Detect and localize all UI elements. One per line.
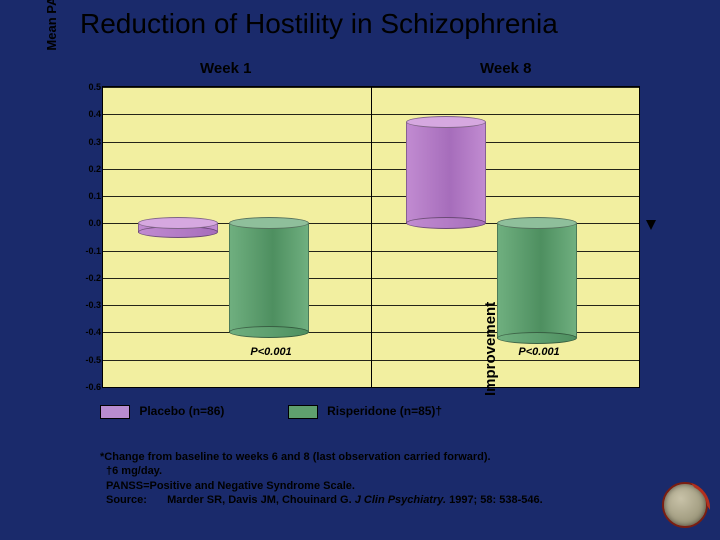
gridline [103, 169, 639, 170]
slide: Reduction of Hostility in Schizophrenia … [0, 0, 720, 540]
gridline [103, 387, 639, 388]
y-tick: 0.4 [83, 109, 101, 119]
p-value-2: P<0.001 [518, 346, 559, 358]
vertical-divider [371, 87, 372, 387]
p-value-1: P<0.001 [250, 346, 291, 358]
bar-week8-risperidone [497, 217, 577, 344]
legend-swatch-risperidone [288, 405, 318, 419]
y-axis-label: Mean PANSS change score* [44, 0, 64, 114]
y-tick: -0.3 [83, 300, 101, 310]
plot-area: 0.50.40.30.20.10.0-0.1-0.2-0.3-0.4-0.5-0… [102, 86, 640, 388]
y-tick: 0.0 [83, 218, 101, 228]
legend-item-risperidone: Risperidone (n=85)† [288, 404, 442, 419]
gridline [103, 87, 639, 88]
arrow-down-icon [646, 220, 656, 230]
gridline [103, 196, 639, 197]
legend-item-placebo: Placebo (n=86) [100, 404, 224, 419]
bar-week1-placebo [138, 217, 218, 237]
footnote-1: *Change from baseline to weeks 6 and 8 (… [100, 450, 640, 464]
gridline [103, 114, 639, 115]
legend-label-placebo: Placebo (n=86) [139, 404, 224, 418]
slide-title: Reduction of Hostility in Schizophrenia [80, 8, 558, 40]
legend-swatch-placebo [100, 405, 130, 419]
bar-week8-placebo [406, 116, 486, 229]
bar-week1-risperidone [229, 217, 309, 338]
footnote-3: PANSS=Positive and Negative Syndrome Sca… [106, 479, 640, 493]
gridline [103, 142, 639, 143]
improvement-label: Improvement [482, 216, 502, 396]
y-tick: 0.1 [83, 191, 101, 201]
y-tick: 0.5 [83, 82, 101, 92]
footnote-2: †6 mg/day. [106, 464, 640, 478]
period-label-1: Week 1 [200, 60, 251, 77]
y-tick: -0.1 [83, 246, 101, 256]
footnote-source: Source: Marder SR, Davis JM, Chouinard G… [106, 493, 640, 507]
legend: Placebo (n=86) Risperidone (n=85)† [100, 404, 640, 424]
source-label: Source: [106, 493, 164, 507]
chart: Week 1 Week 8 Mean PANSS change score* 0… [80, 60, 640, 400]
y-tick: 0.2 [83, 164, 101, 174]
y-tick: -0.6 [83, 382, 101, 392]
legend-label-risperidone: Risperidone (n=85)† [327, 404, 442, 418]
y-tick: -0.5 [83, 355, 101, 365]
no-symbol-icon [662, 482, 708, 528]
y-tick: 0.3 [83, 137, 101, 147]
footnotes: *Change from baseline to weeks 6 and 8 (… [100, 450, 640, 507]
source-text: Marder SR, Davis JM, Chouinard G. J Clin… [167, 494, 543, 506]
y-tick: -0.2 [83, 273, 101, 283]
y-tick: -0.4 [83, 327, 101, 337]
period-labels: Week 1 Week 8 [80, 60, 640, 84]
gridline [103, 360, 639, 361]
period-label-2: Week 8 [480, 60, 531, 77]
